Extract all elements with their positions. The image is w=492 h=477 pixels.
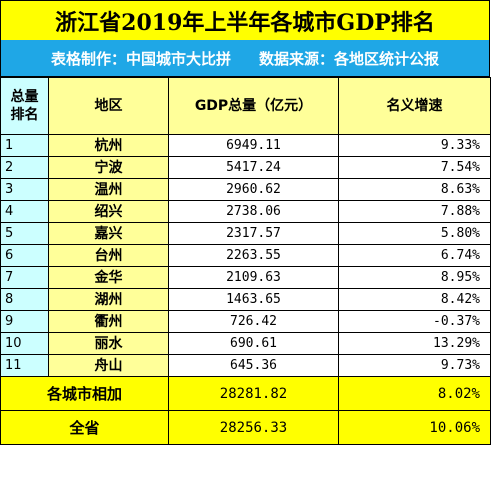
header-rank: 总量 排名 — [0, 77, 49, 135]
gdp-cell: 645.36 — [168, 354, 339, 377]
gdp-table: 总量 排名 地区 GDP总量（亿元） 名义增速 1 杭州 6949.11 9.33% 2 宁… — [0, 77, 491, 445]
table-row: 2 宁波 5417.24 7.54% — [0, 156, 491, 179]
rank-cell: 8 — [0, 288, 49, 311]
rank-cell: 5 — [0, 222, 49, 245]
source-line: 表格制作：中国城市大比拼 数据来源：各地区统计公报 — [0, 40, 490, 77]
rank-cell: 2 — [0, 156, 49, 179]
city-cell: 衢州 — [48, 310, 169, 333]
table-row: 4 绍兴 2738.06 7.88% — [0, 200, 491, 223]
data-source: 数据来源：各地区统计公报 — [259, 49, 440, 68]
city-cell: 湖州 — [48, 288, 169, 311]
total-gdp: 28281.82 — [168, 376, 339, 411]
header-growth: 名义增速 — [338, 77, 491, 135]
city-cell: 丽水 — [48, 332, 169, 355]
growth-cell: 6.74% — [338, 244, 491, 267]
gdp-cell: 726.42 — [168, 310, 339, 333]
total-row: 各城市相加 28281.82 8.02% — [0, 376, 491, 411]
rank-cell: 10 — [0, 332, 49, 355]
table-row: 10 丽水 690.61 13.29% — [0, 332, 491, 355]
gdp-cell: 2109.63 — [168, 266, 339, 289]
header-rank-label: 总量 排名 — [10, 89, 39, 123]
rank-cell: 7 — [0, 266, 49, 289]
total-label: 全省 — [0, 410, 169, 445]
city-cell: 宁波 — [48, 156, 169, 179]
growth-cell: 9.33% — [338, 134, 491, 157]
table-row: 5 嘉兴 2317.57 5.80% — [0, 222, 491, 245]
gdp-cell: 2738.06 — [168, 200, 339, 223]
table-row: 8 湖州 1463.65 8.42% — [0, 288, 491, 311]
table-row: 3 温州 2960.62 8.63% — [0, 178, 491, 201]
growth-cell: 9.73% — [338, 354, 491, 377]
rank-cell: 3 — [0, 178, 49, 201]
gdp-cell: 2317.57 — [168, 222, 339, 245]
gdp-cell: 1463.65 — [168, 288, 339, 311]
city-cell: 台州 — [48, 244, 169, 267]
table-maker: 表格制作：中国城市大比拼 — [50, 49, 231, 68]
city-cell: 舟山 — [48, 354, 169, 377]
table-title: 浙江省2019年上半年各城市GDP排名 — [0, 0, 490, 41]
growth-cell: -0.37% — [338, 310, 491, 333]
total-gdp: 28256.33 — [168, 410, 339, 445]
table-row: 11 舟山 645.36 9.73% — [0, 354, 491, 377]
header-gdp: GDP总量（亿元） — [168, 77, 339, 135]
rank-cell: 1 — [0, 134, 49, 157]
growth-cell: 8.42% — [338, 288, 491, 311]
gdp-cell: 690.61 — [168, 332, 339, 355]
city-cell: 金华 — [48, 266, 169, 289]
table-row: 7 金华 2109.63 8.95% — [0, 266, 491, 289]
growth-cell: 8.63% — [338, 178, 491, 201]
header-city: 地区 — [48, 77, 169, 135]
growth-cell: 7.88% — [338, 200, 491, 223]
total-growth: 8.02% — [338, 376, 491, 411]
table-row: 9 衢州 726.42 -0.37% — [0, 310, 491, 333]
total-growth: 10.06% — [338, 410, 491, 445]
table-row: 1 杭州 6949.11 9.33% — [0, 134, 491, 157]
city-cell: 温州 — [48, 178, 169, 201]
rank-cell: 4 — [0, 200, 49, 223]
gdp-cell: 6949.11 — [168, 134, 339, 157]
growth-cell: 7.54% — [338, 156, 491, 179]
table-row: 6 台州 2263.55 6.74% — [0, 244, 491, 267]
growth-cell: 5.80% — [338, 222, 491, 245]
gdp-cell: 2263.55 — [168, 244, 339, 267]
rank-cell: 6 — [0, 244, 49, 267]
growth-cell: 13.29% — [338, 332, 491, 355]
city-cell: 绍兴 — [48, 200, 169, 223]
gdp-cell: 5417.24 — [168, 156, 339, 179]
city-cell: 嘉兴 — [48, 222, 169, 245]
header-row: 总量 排名 地区 GDP总量（亿元） 名义增速 — [0, 77, 491, 135]
total-label: 各城市相加 — [0, 376, 169, 411]
total-row: 全省 28256.33 10.06% — [0, 410, 491, 445]
rank-cell: 11 — [0, 354, 49, 377]
gdp-cell: 2960.62 — [168, 178, 339, 201]
city-cell: 杭州 — [48, 134, 169, 157]
rank-cell: 9 — [0, 310, 49, 333]
growth-cell: 8.95% — [338, 266, 491, 289]
